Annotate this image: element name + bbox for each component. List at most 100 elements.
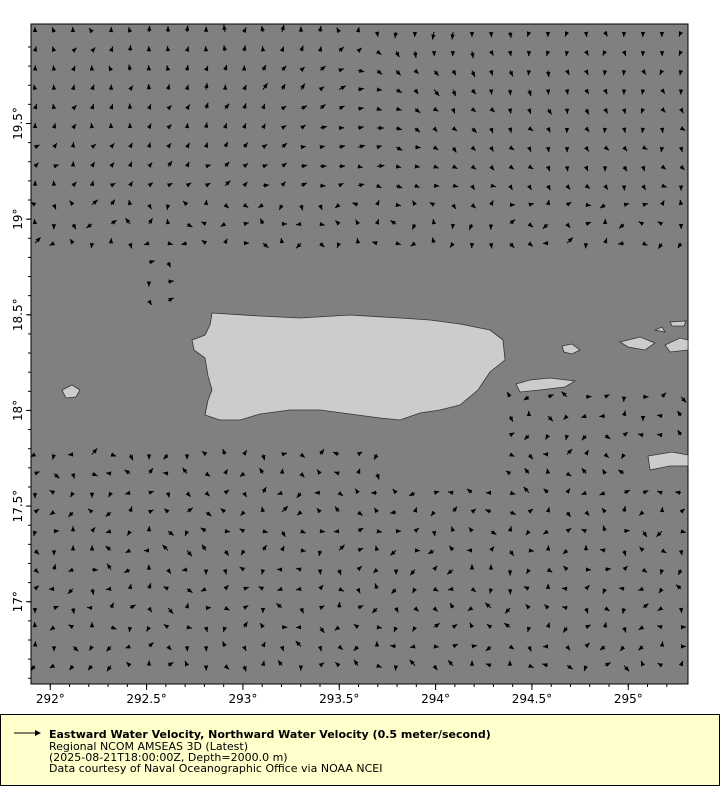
velocity-arrow [375, 200, 380, 206]
velocity-arrow [166, 182, 173, 188]
velocity-arrow [280, 124, 287, 130]
velocity-arrow [32, 122, 38, 129]
velocity-arrow [376, 663, 382, 668]
velocity-arrow [108, 122, 114, 129]
velocity-arrow [584, 183, 591, 190]
velocity-arrow [223, 489, 230, 495]
velocity-arrow [129, 604, 136, 610]
velocity-arrow [469, 564, 475, 570]
velocity-arrow [127, 45, 133, 52]
velocity-arrow [165, 65, 171, 71]
velocity-arrow [394, 606, 399, 613]
velocity-arrow [166, 142, 172, 149]
velocity-arrow [167, 241, 173, 246]
velocity-arrow [618, 586, 625, 591]
velocity-arrow [300, 105, 308, 110]
velocity-arrow [679, 107, 684, 114]
velocity-arrow [165, 218, 171, 225]
velocity-arrow [185, 491, 192, 498]
velocity-arrow [599, 548, 606, 553]
velocity-arrow [185, 142, 190, 149]
velocity-arrow [642, 490, 649, 495]
velocity-arrow [565, 645, 571, 651]
velocity-arrow [242, 491, 248, 498]
velocity-arrow [259, 218, 265, 225]
velocity-arrow [485, 645, 492, 652]
velocity-arrow [32, 26, 38, 33]
velocity-arrow [603, 30, 608, 37]
velocity-arrow [395, 146, 403, 151]
velocity-arrow [90, 161, 95, 168]
velocity-arrow [300, 182, 308, 187]
velocity-arrow [660, 548, 667, 554]
velocity-arrow [89, 545, 95, 551]
velocity-arrow [450, 50, 456, 57]
velocity-arrow [642, 530, 648, 538]
velocity-arrow [296, 510, 303, 516]
velocity-arrow [622, 565, 629, 572]
velocity-arrow [620, 453, 626, 459]
velocity-arrow [186, 222, 193, 228]
velocity-arrow [432, 145, 439, 151]
velocity-arrow [165, 26, 171, 33]
velocity-arrow [508, 415, 514, 422]
velocity-arrow [222, 569, 228, 575]
velocity-arrow [165, 84, 171, 90]
velocity-arrow [281, 505, 289, 513]
velocity-arrow [127, 626, 133, 633]
velocity-arrow [182, 200, 189, 207]
velocity-arrow [108, 491, 113, 498]
velocity-arrow [450, 526, 456, 532]
velocity-arrow [581, 467, 587, 474]
velocity-arrow [619, 645, 626, 652]
velocity-arrow [166, 644, 172, 651]
velocity-arrow [451, 69, 457, 76]
velocity-arrow [413, 606, 419, 612]
velocity-arrow [526, 410, 532, 417]
velocity-arrow [525, 529, 531, 536]
velocity-arrow [507, 588, 513, 595]
velocity-arrow [677, 242, 683, 249]
velocity-arrow [223, 141, 229, 148]
velocity-arrow [240, 510, 246, 516]
velocity-arrow [488, 564, 494, 570]
x-tick-label: 292.5° [126, 692, 166, 706]
velocity-arrow [562, 605, 568, 611]
velocity-arrow [451, 126, 458, 132]
velocity-arrow [564, 31, 570, 37]
velocity-arrow [204, 102, 209, 109]
velocity-arrow [581, 413, 587, 419]
velocity-arrow [603, 88, 608, 95]
velocity-arrow [89, 103, 95, 110]
velocity-arrow [602, 70, 608, 76]
x-tick-label: 294.5° [512, 692, 552, 706]
velocity-arrow [318, 605, 325, 610]
velocity-arrow [508, 31, 513, 39]
velocity-arrow [470, 184, 475, 191]
velocity-arrow [162, 471, 169, 476]
velocity-arrow [205, 511, 212, 517]
velocity-arrow [679, 508, 686, 514]
velocity-arrow [431, 51, 437, 57]
velocity-arrow [678, 549, 684, 556]
velocity-arrow [410, 241, 417, 247]
velocity-arrow [431, 31, 436, 40]
velocity-arrow [452, 643, 459, 649]
velocity-arrow [621, 70, 627, 76]
velocity-arrow [604, 434, 611, 440]
velocity-arrow [89, 180, 95, 187]
velocity-arrow [239, 528, 246, 534]
velocity-arrow [585, 567, 592, 572]
velocity-arrow [128, 85, 134, 91]
velocity-arrow [526, 31, 532, 37]
velocity-arrow [432, 586, 439, 592]
velocity-arrow [319, 529, 326, 534]
x-tick-label: 294° [421, 692, 450, 706]
velocity-arrow [222, 626, 228, 633]
velocity-arrow [126, 530, 132, 536]
velocity-arrow [618, 223, 625, 229]
velocity-arrow [414, 183, 420, 188]
velocity-arrow [147, 123, 152, 129]
velocity-arrow [148, 218, 153, 225]
velocity-arrow [447, 659, 454, 666]
